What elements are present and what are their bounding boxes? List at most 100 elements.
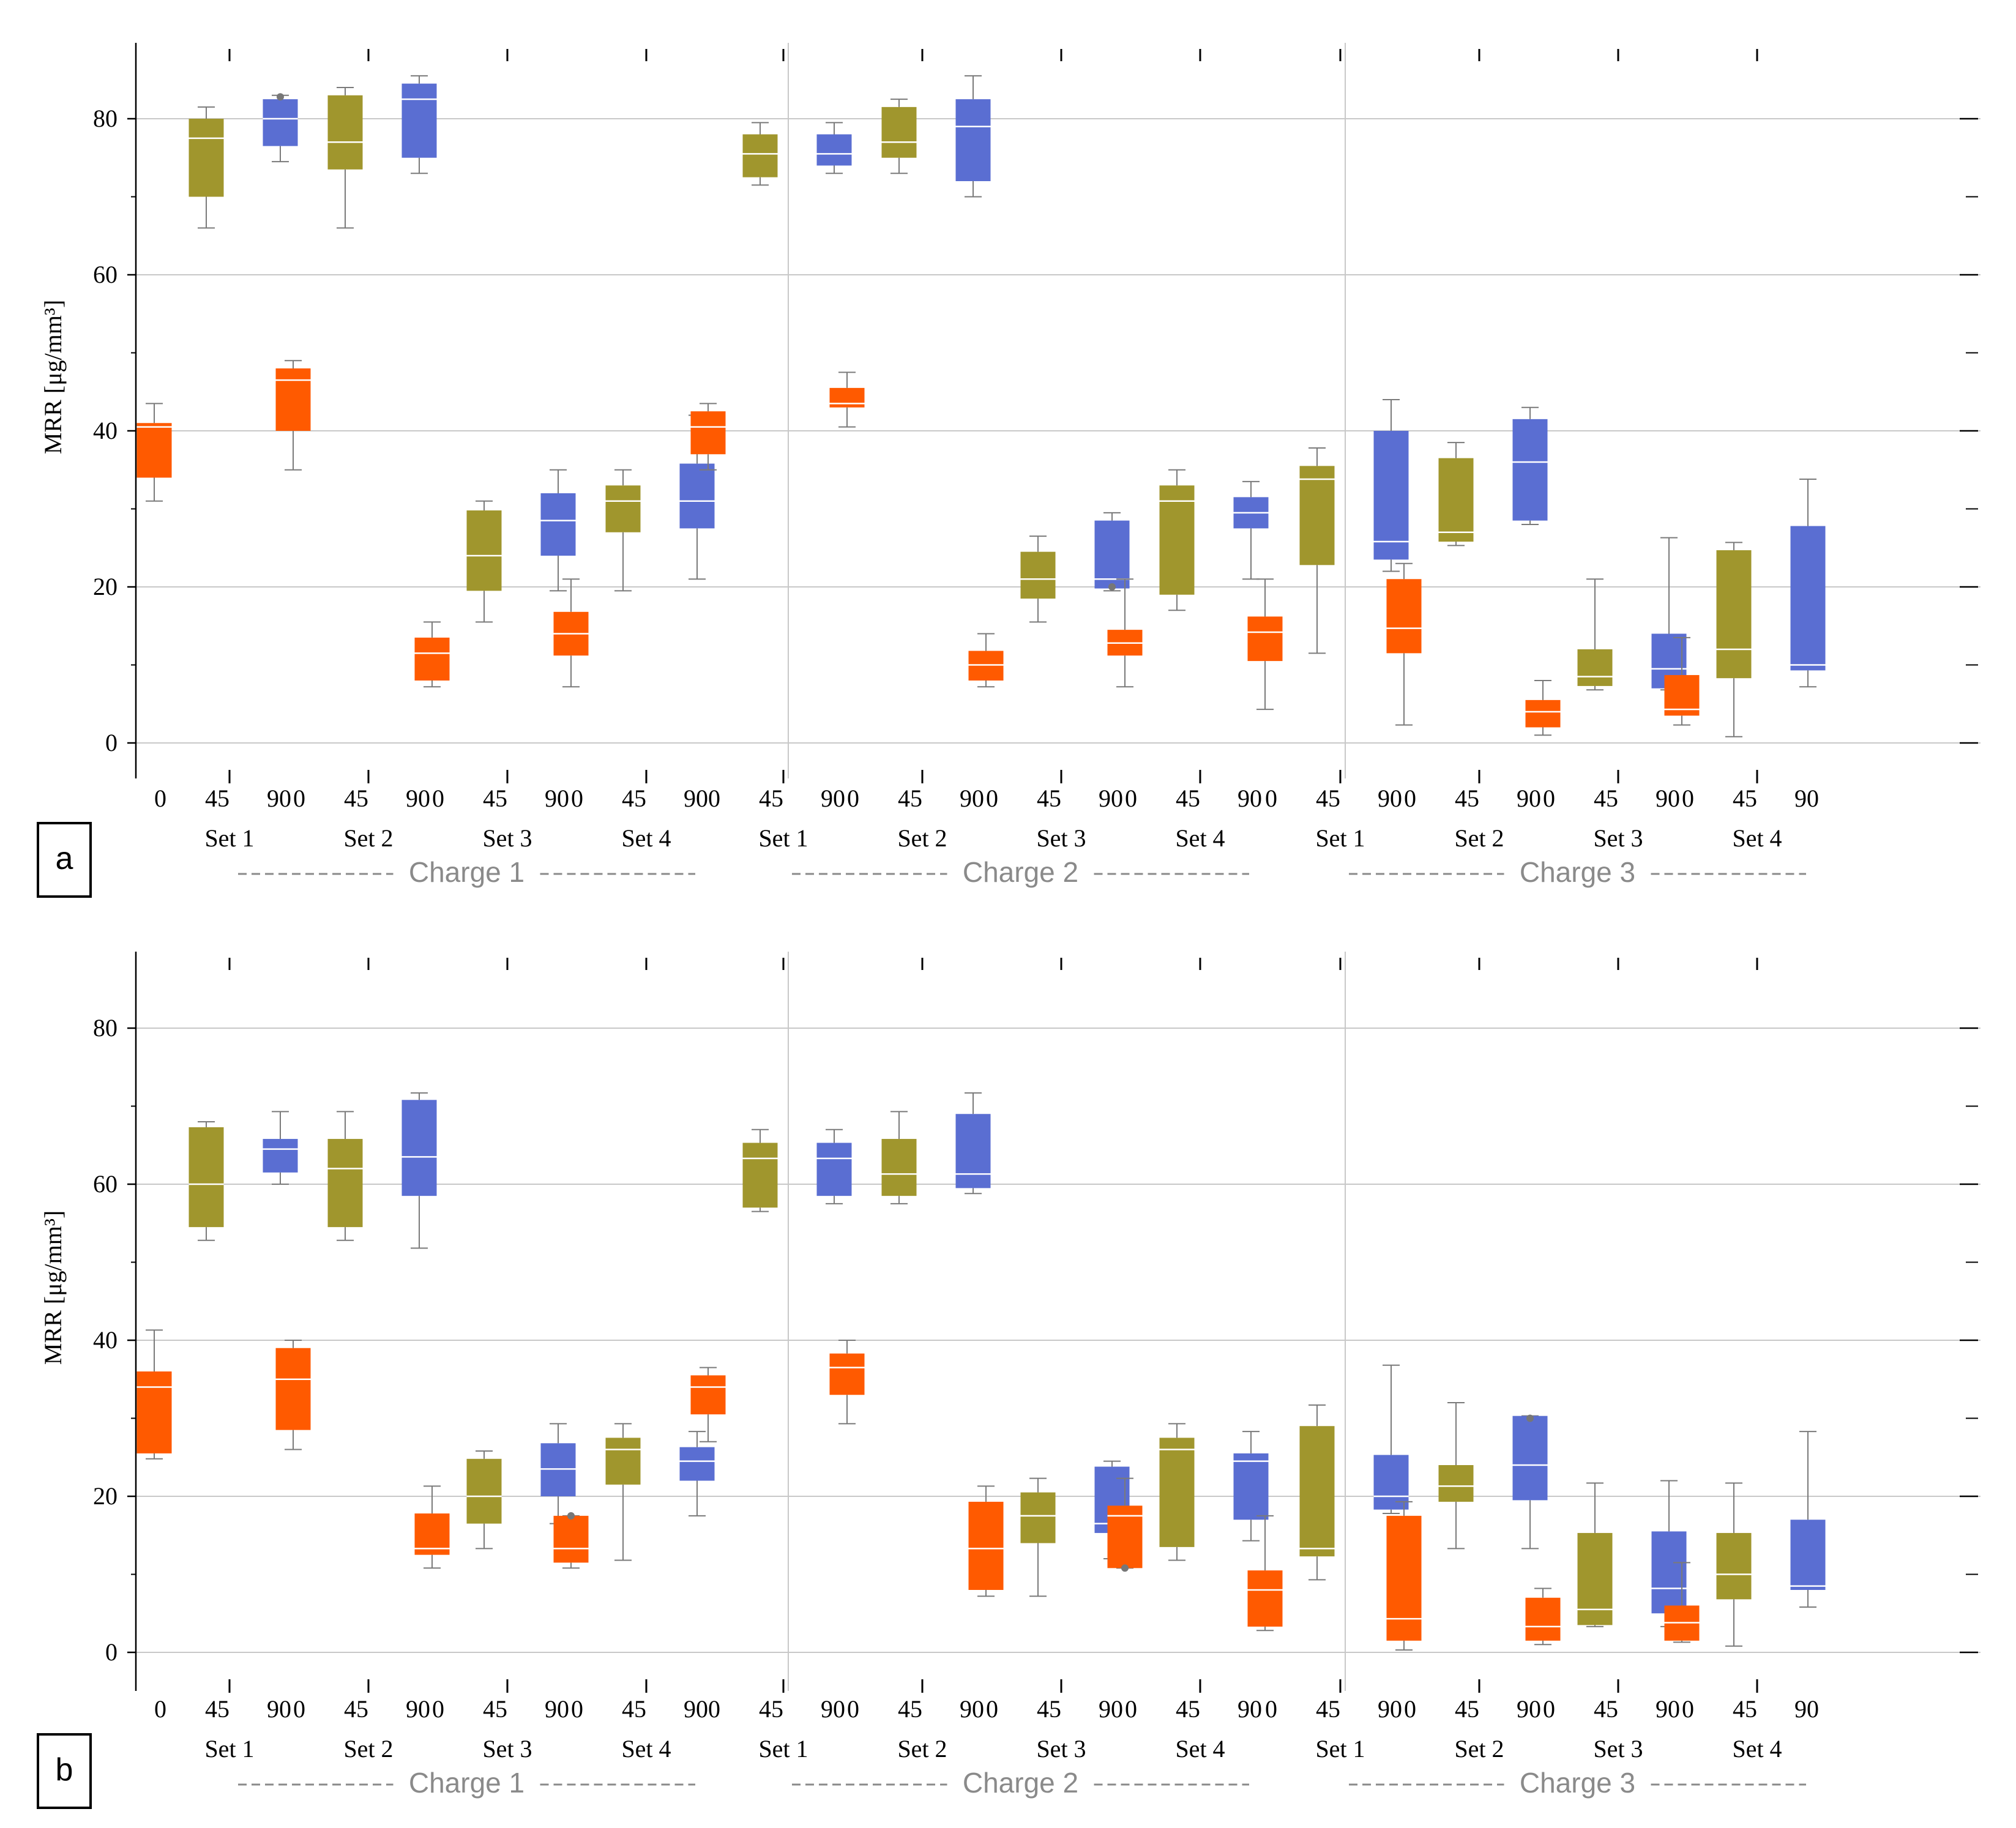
angle-tick-label: 45 bbox=[759, 1695, 783, 1723]
box-iqr bbox=[679, 463, 715, 529]
box-charge1-set4-angle-0 bbox=[553, 578, 589, 688]
box-iqr bbox=[1716, 550, 1752, 679]
angle-tick-label: 45 bbox=[622, 785, 646, 812]
set-label: Set 2 bbox=[343, 824, 393, 852]
y-tick-label: 60 bbox=[93, 1170, 118, 1198]
angle-tick-label: 90 bbox=[960, 1695, 984, 1723]
set-label: Set 3 bbox=[1593, 1735, 1643, 1763]
angle-tick-label: 90 bbox=[684, 1695, 708, 1723]
angle-tick-label: 0 bbox=[293, 1695, 305, 1723]
box-charge1-set1-angle-0 bbox=[136, 403, 172, 502]
box-iqr bbox=[955, 99, 991, 181]
angle-tick-label: 0 bbox=[154, 785, 166, 812]
angle-tick-label: 45 bbox=[1594, 785, 1618, 812]
box-iqr bbox=[816, 1143, 852, 1196]
box-charge1-set3-angle-0 bbox=[414, 1485, 450, 1569]
box-charge3-set2-angle-45 bbox=[1438, 442, 1474, 547]
angle-tick-label: 0 bbox=[432, 785, 444, 812]
box-charge3-set2-angle-90 bbox=[1512, 1414, 1548, 1550]
box-charge2-set1-angle-45 bbox=[742, 1129, 778, 1212]
angle-tick-label: 90 bbox=[1517, 1695, 1541, 1723]
box-iqr bbox=[1790, 1520, 1826, 1590]
angle-tick-label: 0 bbox=[986, 1695, 998, 1723]
set-label: Set 4 bbox=[1732, 1735, 1782, 1763]
box-iqr bbox=[466, 1458, 502, 1524]
box-charge2-set2-angle-45 bbox=[881, 99, 917, 174]
set-label: Set 3 bbox=[1036, 1735, 1086, 1763]
box-iqr bbox=[327, 1139, 363, 1228]
box-iqr bbox=[401, 1100, 437, 1196]
box-charge1-set2-angle-45 bbox=[327, 87, 363, 229]
box-charge2-set4-angle-45 bbox=[1159, 469, 1195, 611]
angle-tick-label: 90 bbox=[267, 1695, 291, 1723]
panel-label-box: a bbox=[37, 822, 92, 898]
y-tick-label: 0 bbox=[105, 1638, 118, 1666]
set-label: Set 2 bbox=[1454, 1735, 1504, 1763]
panel-label-frame bbox=[37, 1733, 92, 1809]
box-charge2-set4-angle-45 bbox=[1159, 1423, 1195, 1561]
box-iqr bbox=[690, 411, 726, 455]
box-charge3-set1-angle-45 bbox=[1299, 447, 1335, 654]
box-iqr bbox=[540, 493, 576, 556]
box-charge1-set1-angle-90 bbox=[263, 93, 298, 163]
angle-tick-label: 45 bbox=[1594, 1695, 1618, 1723]
box-charge3-set4-angle-45 bbox=[1716, 542, 1752, 737]
box-iqr bbox=[1790, 526, 1826, 671]
box-charge1-set1-angle-45 bbox=[189, 106, 224, 229]
box-iqr bbox=[1299, 1426, 1335, 1557]
panel-label-frame bbox=[37, 822, 92, 898]
angle-tick-label: 45 bbox=[898, 1695, 922, 1723]
box-iqr bbox=[816, 134, 852, 166]
angle-tick-label: 90 bbox=[1238, 1695, 1262, 1723]
box-iqr bbox=[955, 1114, 991, 1188]
box-iqr bbox=[401, 83, 437, 158]
angle-tick-label: 90 bbox=[1517, 785, 1541, 812]
angle-tick-label: 90 bbox=[1794, 785, 1819, 812]
box-charge2-set4-angle-0 bbox=[1107, 1477, 1143, 1572]
y-tick-label: 0 bbox=[105, 729, 118, 756]
box-charge3-set2-angle-45 bbox=[1438, 1402, 1474, 1550]
outlier-point bbox=[567, 1512, 575, 1520]
box-charge2-set1-angle-90 bbox=[816, 122, 852, 174]
angle-tick-label: 0 bbox=[1265, 785, 1277, 812]
y-axis-label: MRR [μg/mm³] bbox=[39, 1211, 67, 1365]
angle-tick-label: 0 bbox=[293, 785, 305, 812]
angle-tick-label: 0 bbox=[571, 1695, 583, 1723]
angle-tick-label: 0 bbox=[1125, 1695, 1137, 1723]
angle-tick-label: 0 bbox=[1404, 1695, 1416, 1723]
charge-label: Charge 2 bbox=[963, 856, 1078, 888]
angle-tick-label: 0 bbox=[432, 1695, 444, 1723]
box-iqr bbox=[1159, 485, 1195, 595]
box-iqr bbox=[466, 510, 502, 591]
box-charge2-set3-angle-45 bbox=[1020, 535, 1056, 623]
box-charge2-set1-angle-0 bbox=[690, 1367, 726, 1442]
box-iqr bbox=[1107, 1505, 1143, 1569]
charge-label: Charge 1 bbox=[409, 856, 525, 888]
angle-tick-label: 90 bbox=[821, 1695, 845, 1723]
charge-label: Charge 2 bbox=[963, 1767, 1078, 1799]
box-iqr bbox=[1020, 1492, 1056, 1543]
box-iqr bbox=[189, 119, 224, 197]
angle-tick-label: 0 bbox=[1404, 785, 1416, 812]
box-charge1-set3-angle-45 bbox=[466, 1450, 502, 1550]
angle-tick-label: 90 bbox=[545, 785, 569, 812]
box-charge2-set1-angle-0 bbox=[690, 403, 726, 471]
box-iqr bbox=[1438, 458, 1474, 542]
box-iqr bbox=[136, 1371, 172, 1453]
box-charge3-set1-angle-0 bbox=[1247, 578, 1283, 711]
box-charge1-set4-angle-90 bbox=[679, 1431, 715, 1516]
angle-tick-label: 45 bbox=[898, 785, 922, 812]
box-iqr bbox=[742, 134, 778, 177]
set-label: Set 3 bbox=[1036, 824, 1086, 852]
box-iqr bbox=[414, 637, 450, 681]
box-charge3-set3-angle-90 bbox=[1651, 537, 1687, 691]
box-iqr bbox=[1577, 1532, 1613, 1625]
box-charge1-set1-angle-90 bbox=[263, 1111, 298, 1185]
y-tick-label: 80 bbox=[93, 1014, 118, 1042]
y-tick-label: 20 bbox=[93, 573, 118, 600]
set-label: Set 2 bbox=[343, 1735, 393, 1763]
box-iqr bbox=[540, 1443, 576, 1496]
box-charge2-set2-angle-90 bbox=[955, 1092, 991, 1195]
charge-label: Charge 3 bbox=[1520, 1767, 1635, 1799]
